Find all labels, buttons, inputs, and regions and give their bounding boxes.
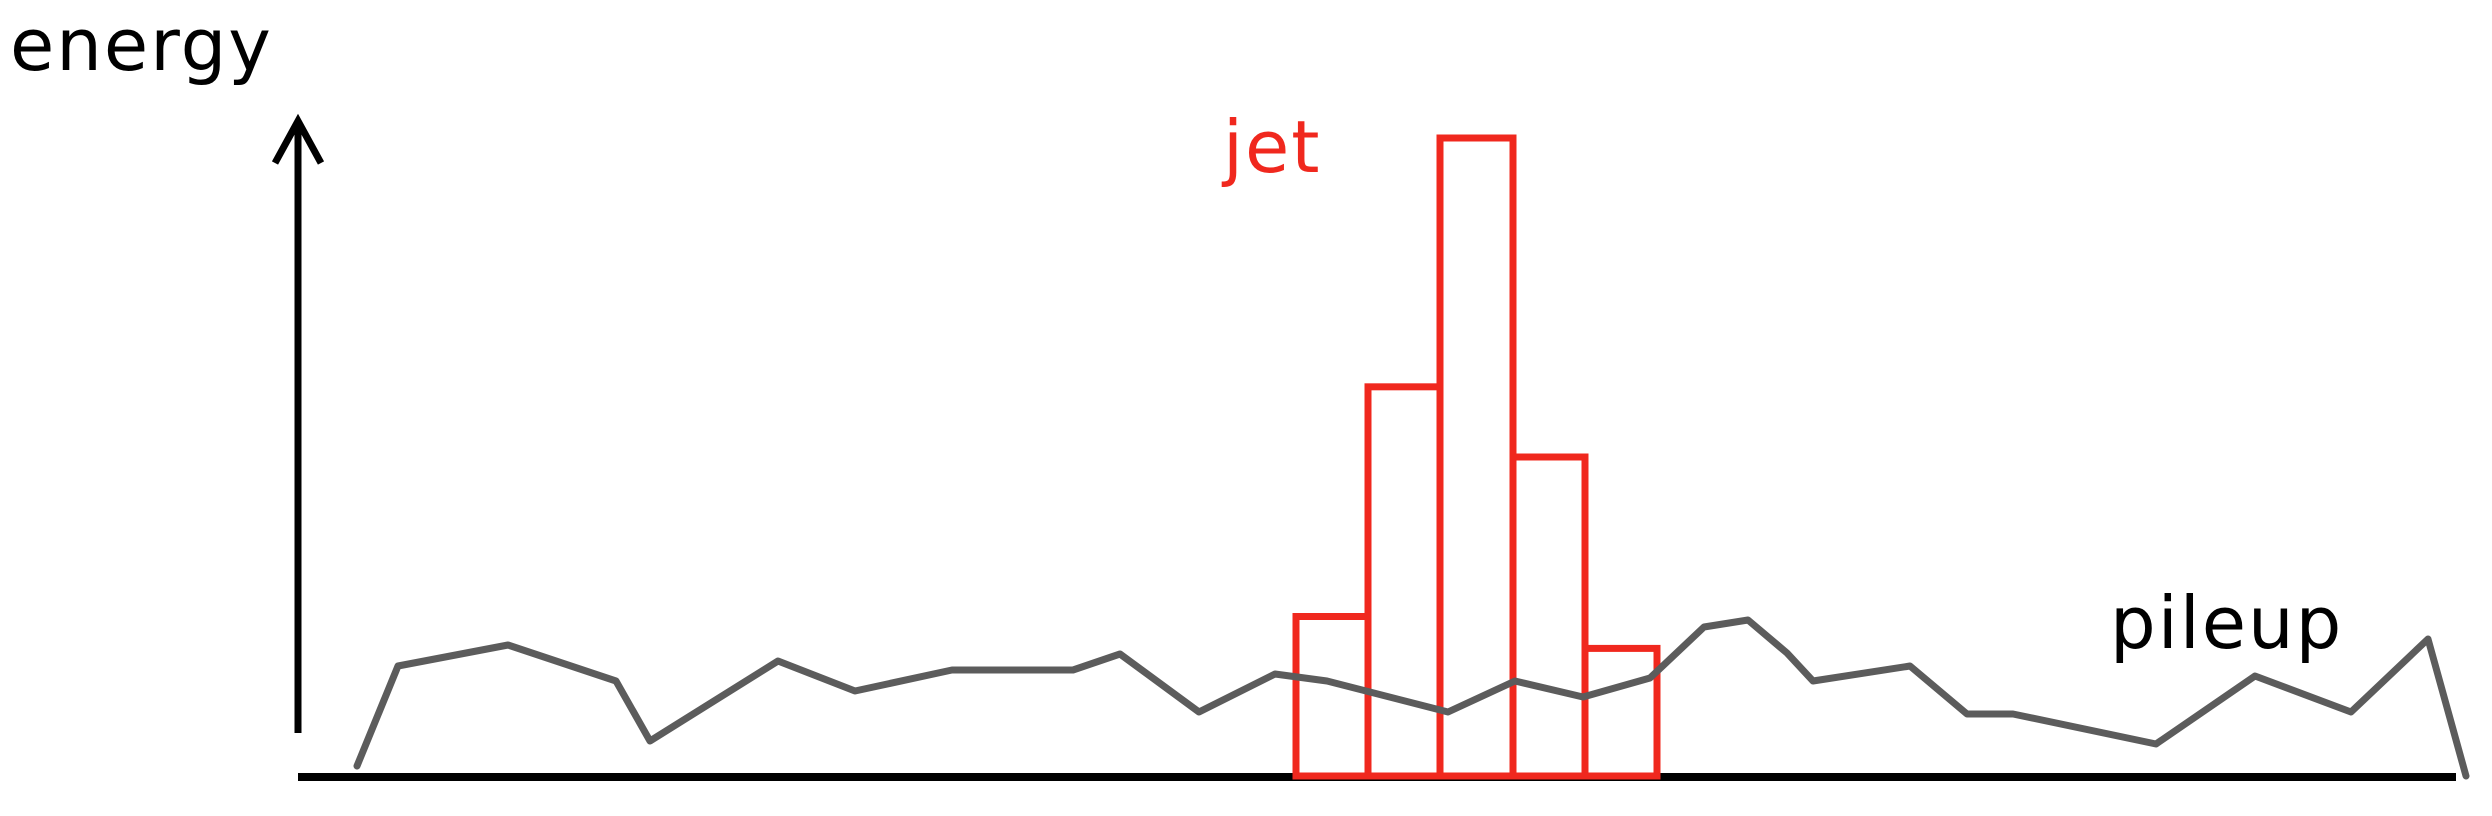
pileup-label: pileup [2110,581,2343,665]
pileup-curve [353,616,2470,780]
y-axis-arrowhead [271,113,325,165]
jet-histogram [1292,134,1661,780]
jet-label: jet [1221,105,1322,189]
jet-bar-4 [1509,453,1589,780]
jet-bar-2 [1364,383,1444,780]
jet-bar-3 [1436,134,1517,780]
y-axis-label: energy [10,3,273,87]
jet-bar-1 [1292,613,1372,780]
y-axis-arrow [271,113,325,733]
jet-bar-5 [1581,644,1661,780]
